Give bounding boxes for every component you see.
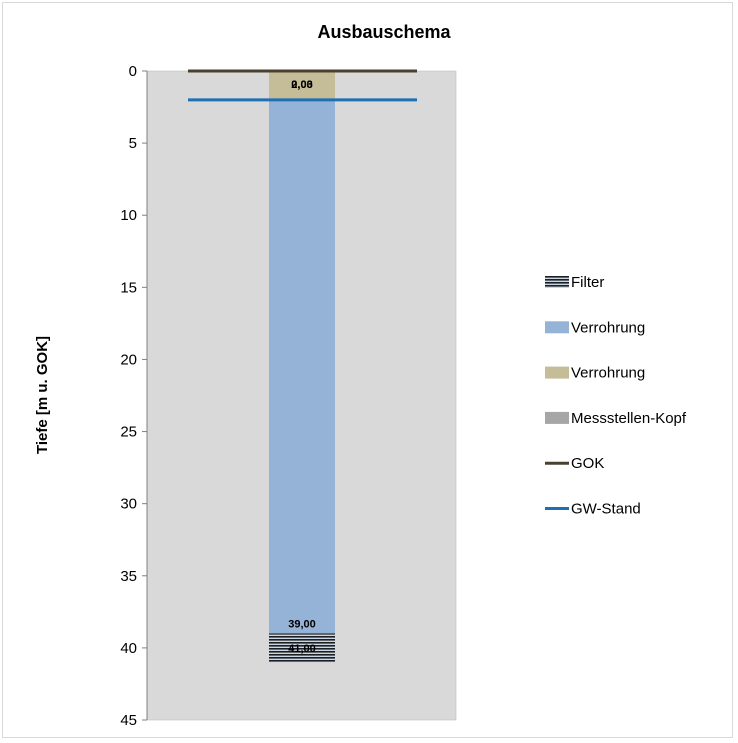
legend-swatch xyxy=(545,366,569,379)
legend-swatch xyxy=(545,411,569,424)
legend-entry-gok-4: GOK xyxy=(545,455,604,472)
y-tick-label: 45 xyxy=(120,712,137,729)
legend-entry-verrohrung-1: Verrohrung xyxy=(545,319,645,336)
legend-entry-gw-stand-5: GW-Stand xyxy=(545,501,641,518)
legend: Filter Verrohrung Verrohrung Messstellen-Ko… xyxy=(545,274,687,518)
y-tick-label: 25 xyxy=(120,424,137,441)
data-label-3: 41,00 xyxy=(288,643,316,655)
legend-swatch xyxy=(545,276,569,288)
data-label-1: 2,00 xyxy=(291,79,312,91)
legend-label: Verrohrung xyxy=(571,365,645,382)
y-tick-label: 10 xyxy=(120,207,137,224)
y-tick-label: 30 xyxy=(120,496,137,513)
y-tick-label: 35 xyxy=(120,568,137,585)
data-label-0: 0,03 xyxy=(291,79,312,91)
bar-segment-filter-3 xyxy=(269,633,335,663)
y-tick-label: 15 xyxy=(120,279,137,296)
y-tick-label: 40 xyxy=(120,640,137,657)
legend-entry-messstellen-kopf-3: Messstellen-Kopf xyxy=(545,410,687,427)
legend-label: GOK xyxy=(571,455,604,472)
data-label-2: 39,00 xyxy=(288,618,316,630)
legend-label: Filter xyxy=(571,274,604,291)
y-axis-label: Tiefe [m u. GOK] xyxy=(34,336,51,454)
bar-segment-verrohrung-2 xyxy=(269,99,335,634)
legend-label: GW-Stand xyxy=(571,501,641,518)
legend-entry-verrohrung-2: Verrohrung xyxy=(545,365,645,382)
y-tick-label: 0 xyxy=(129,63,137,80)
bar-segment-verrohrung-1 xyxy=(269,71,335,100)
y-tick-label: 20 xyxy=(120,351,137,368)
legend-entry-filter-0: Filter xyxy=(545,274,604,291)
chart-title: Ausbauschema xyxy=(317,22,451,42)
y-tick-label: 5 xyxy=(129,135,137,152)
legend-label: Messstellen-Kopf xyxy=(571,410,687,427)
legend-label: Verrohrung xyxy=(571,319,645,336)
legend-swatch xyxy=(545,321,569,334)
